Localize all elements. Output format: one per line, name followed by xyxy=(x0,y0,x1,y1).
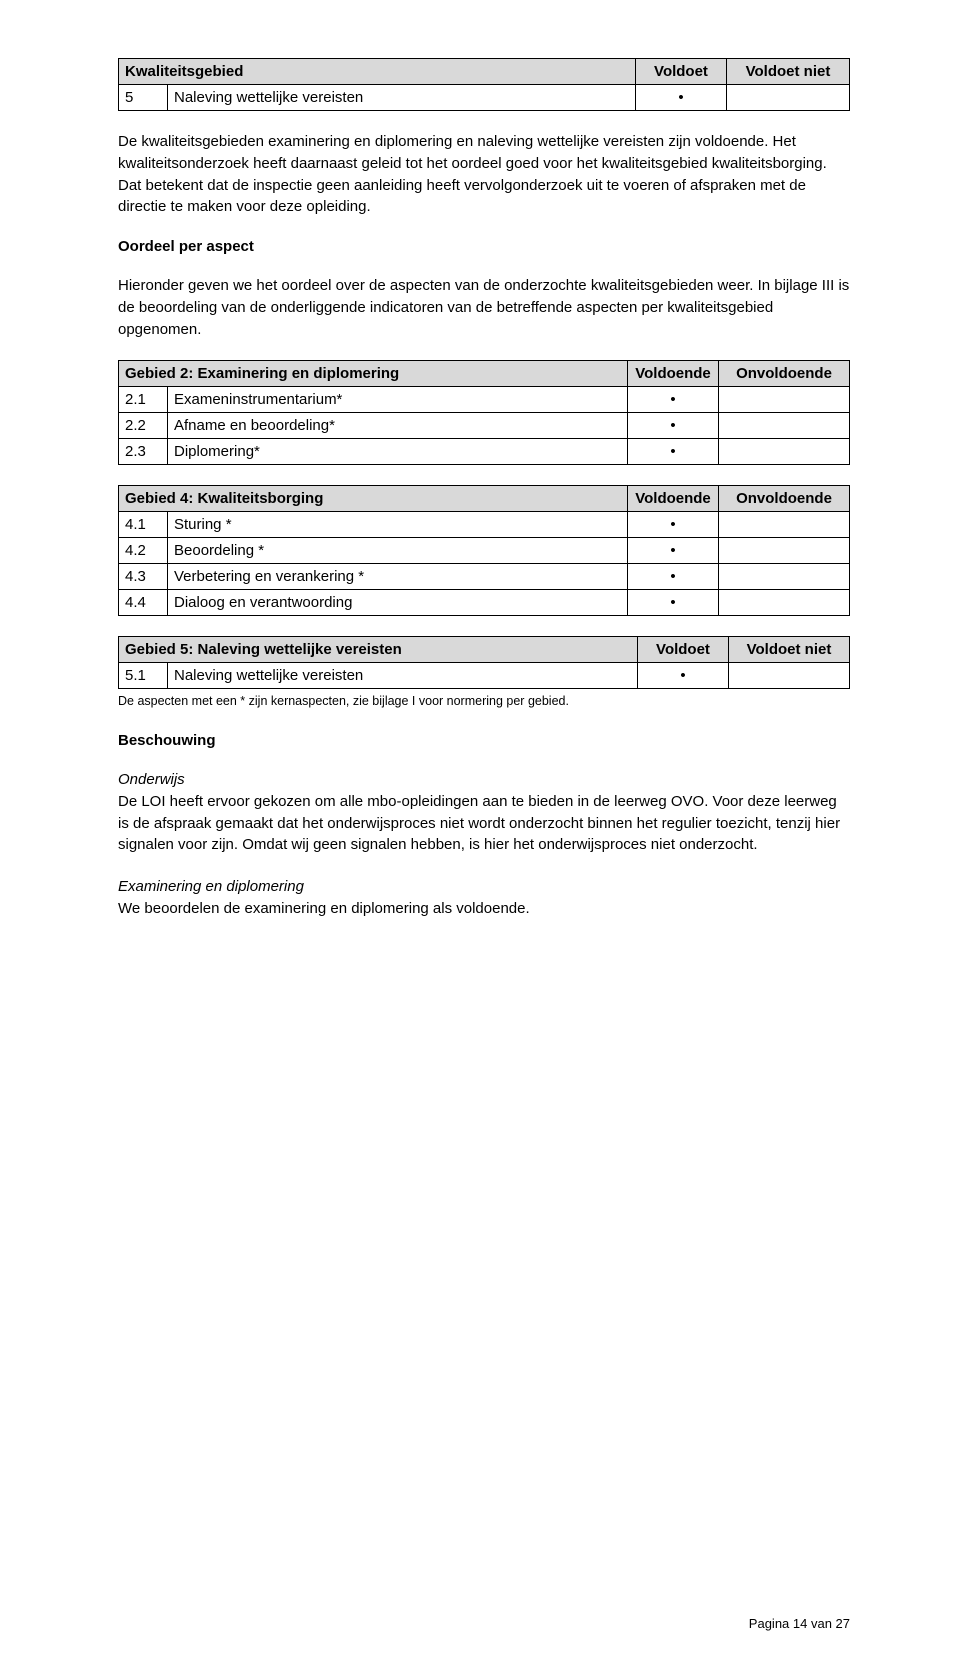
row-empty xyxy=(719,512,850,538)
th-onvoldoende: Onvoldoende xyxy=(719,486,850,512)
row-dot: • xyxy=(638,663,729,689)
row-empty xyxy=(719,387,850,413)
lead-onderwijs: Onderwijs xyxy=(118,771,185,788)
row-num: 5 xyxy=(119,85,168,111)
heading-beschouwing: Beschouwing xyxy=(118,732,850,749)
row-dot: • xyxy=(628,439,719,465)
table-row: 4.3 Verbetering en verankering * • xyxy=(119,564,850,590)
row-label: Diplomering* xyxy=(168,439,628,465)
row-label: Beoordeling * xyxy=(168,538,628,564)
th-onvoldoende: Onvoldoende xyxy=(719,361,850,387)
th-voldoet-niet: Voldoet niet xyxy=(729,637,850,663)
row-label: Naleving wettelijke vereisten xyxy=(168,85,636,111)
row-empty xyxy=(719,413,850,439)
table-row: 4.2 Beoordeling * • xyxy=(119,538,850,564)
row-num: 4.1 xyxy=(119,512,168,538)
footnote-kernaspecten: De aspecten met een * zijn kernaspecten,… xyxy=(118,693,850,710)
row-dot: • xyxy=(628,590,719,616)
row-empty xyxy=(719,439,850,465)
table-gebied-5: Gebied 5: Naleving wettelijke vereisten … xyxy=(118,636,850,689)
row-empty xyxy=(727,85,850,111)
th-voldoet-niet: Voldoet niet xyxy=(727,59,850,85)
row-dot: • xyxy=(628,413,719,439)
row-empty xyxy=(719,590,850,616)
heading-oordeel: Oordeel per aspect xyxy=(118,238,850,255)
table-row: 5.1 Naleving wettelijke vereisten • xyxy=(119,663,850,689)
row-dot: • xyxy=(628,564,719,590)
row-label: Naleving wettelijke vereisten xyxy=(168,663,638,689)
table-kwaliteitsgebied: Kwaliteitsgebied Voldoet Voldoet niet 5 … xyxy=(118,58,850,111)
row-dot: • xyxy=(628,512,719,538)
table-row: 2.1 Exameninstrumentarium* • xyxy=(119,387,850,413)
row-num: 4.4 xyxy=(119,590,168,616)
row-num: 2.1 xyxy=(119,387,168,413)
para-aspect: Hieronder geven we het oordeel over de a… xyxy=(118,275,850,340)
table-gebied-2: Gebied 2: Examinering en diplomering Vol… xyxy=(118,360,850,465)
th-voldoende: Voldoende xyxy=(628,486,719,512)
row-num: 4.3 xyxy=(119,564,168,590)
lead-examinering: Examinering en diplomering xyxy=(118,878,304,895)
row-dot: • xyxy=(628,538,719,564)
th-voldoet: Voldoet xyxy=(636,59,727,85)
th-gebied5-title: Gebied 5: Naleving wettelijke vereisten xyxy=(119,637,638,663)
body-onderwijs: De LOI heeft ervoor gekozen om alle mbo-… xyxy=(118,793,840,854)
row-num: 4.2 xyxy=(119,538,168,564)
table-gebied-4: Gebied 4: Kwaliteitsborging Voldoende On… xyxy=(118,485,850,616)
th-kwaliteitsgebied: Kwaliteitsgebied xyxy=(119,59,636,85)
row-num: 5.1 xyxy=(119,663,168,689)
row-label: Verbetering en verankering * xyxy=(168,564,628,590)
row-empty xyxy=(719,564,850,590)
body-examinering: We beoordelen de examinering en diplomer… xyxy=(118,900,530,917)
th-voldoende: Voldoende xyxy=(628,361,719,387)
th-gebied2-title: Gebied 2: Examinering en diplomering xyxy=(119,361,628,387)
row-dot: • xyxy=(628,387,719,413)
table-row: 4.1 Sturing * • xyxy=(119,512,850,538)
para-onderwijs: Onderwijs De LOI heeft ervoor gekozen om… xyxy=(118,769,850,856)
para-examinering: Examinering en diplomering We beoordelen… xyxy=(118,876,850,920)
page-footer: Pagina 14 van 27 xyxy=(749,1616,850,1631)
row-label: Sturing * xyxy=(168,512,628,538)
row-label: Afname en beoordeling* xyxy=(168,413,628,439)
table-row: 2.3 Diplomering* • xyxy=(119,439,850,465)
row-num: 2.3 xyxy=(119,439,168,465)
table-row: 2.2 Afname en beoordeling* • xyxy=(119,413,850,439)
row-dot: • xyxy=(636,85,727,111)
th-gebied4-title: Gebied 4: Kwaliteitsborging xyxy=(119,486,628,512)
row-empty xyxy=(729,663,850,689)
row-label: Dialoog en verantwoording xyxy=(168,590,628,616)
row-label: Exameninstrumentarium* xyxy=(168,387,628,413)
table-row: 4.4 Dialoog en verantwoording • xyxy=(119,590,850,616)
row-empty xyxy=(719,538,850,564)
para-intro: De kwaliteitsgebieden examinering en dip… xyxy=(118,131,850,218)
table-row: 5 Naleving wettelijke vereisten • xyxy=(119,85,850,111)
row-num: 2.2 xyxy=(119,413,168,439)
th-voldoet: Voldoet xyxy=(638,637,729,663)
